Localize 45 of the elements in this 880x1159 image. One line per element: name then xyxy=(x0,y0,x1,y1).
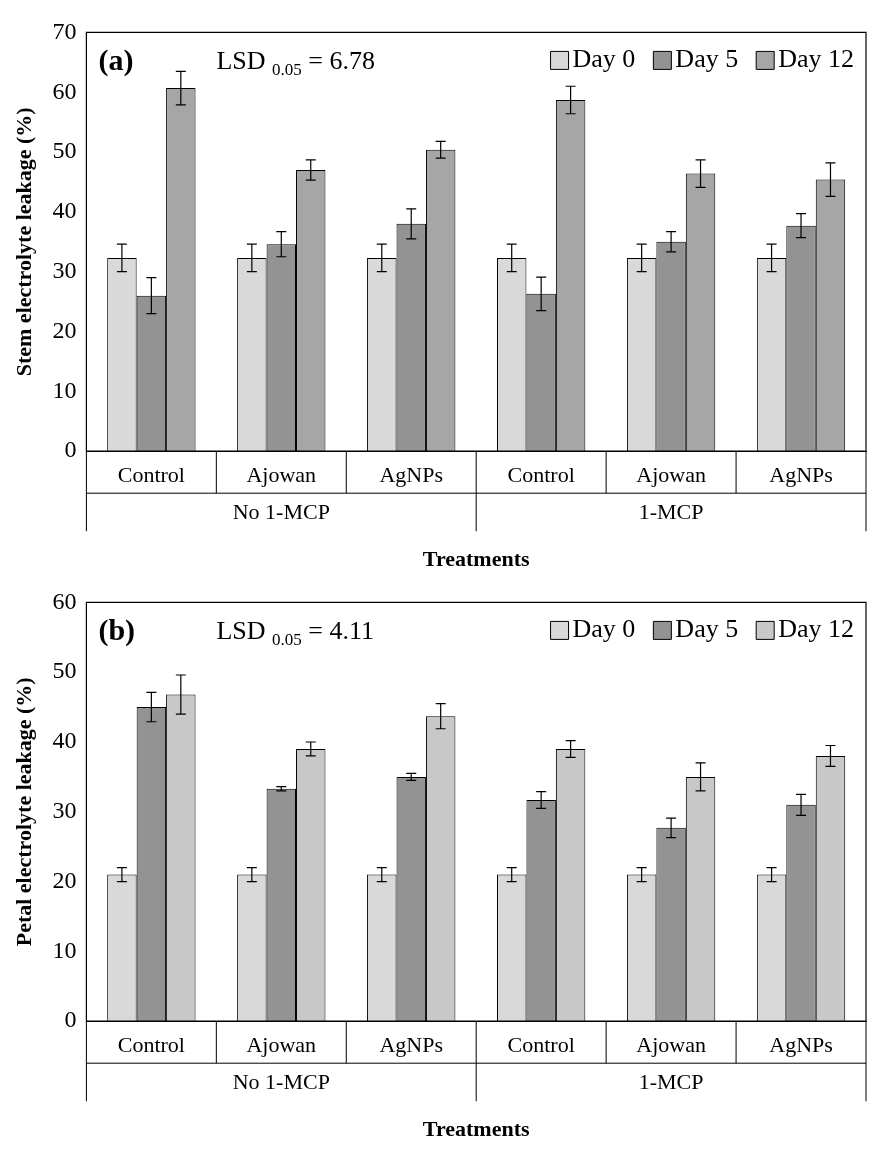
y-tick-label: 40 xyxy=(52,197,77,224)
y-tick-label: 50 xyxy=(52,137,77,164)
legend-label: Day 12 xyxy=(778,44,855,74)
x-tick-label: Control xyxy=(117,462,185,488)
annotation: LSD 0.05 = 6.78 xyxy=(216,46,375,79)
text: No 1-MCP xyxy=(232,1068,330,1094)
x-tick-label: Ajowan xyxy=(246,462,317,488)
legend-label: Day 5 xyxy=(675,614,739,644)
y-tick-label: 20 xyxy=(52,316,77,343)
text: 1-MCP xyxy=(638,1068,704,1094)
legend-label: Day 0 xyxy=(572,614,636,644)
x-tick-label: AgNPs xyxy=(379,1032,444,1058)
y-tick-label: 0 xyxy=(64,1006,77,1033)
x-tick-label: Ajowan xyxy=(246,1032,317,1058)
x-tick-label: Ajowan xyxy=(636,462,706,488)
legend-label: Day 0 xyxy=(572,44,636,74)
x-tick-label: AgNPs xyxy=(769,462,833,488)
x-tick-label: Control xyxy=(507,1032,575,1058)
text: 1-MCP xyxy=(638,498,704,524)
y-tick-label: 30 xyxy=(52,797,77,824)
y-tick-label: 40 xyxy=(52,727,77,754)
x-axis-title: Treatments xyxy=(422,1116,530,1142)
x-tick-label: Control xyxy=(117,1032,185,1058)
y-axis-title: Stem electrolyte leakage (%) xyxy=(10,107,36,377)
x-tick-label: AgNPs xyxy=(379,462,444,488)
legend-label: Day 12 xyxy=(778,614,855,644)
y-tick-label: 10 xyxy=(52,376,77,403)
x-tick-label: Control xyxy=(507,462,575,488)
x-tick-label: Ajowan xyxy=(636,1032,706,1058)
y-tick-label: 60 xyxy=(52,77,77,104)
y-tick-label: 20 xyxy=(52,866,77,893)
y-tick-label: 30 xyxy=(52,257,77,284)
y-tick-label: 10 xyxy=(52,936,77,963)
chart-title: (b) xyxy=(98,613,136,648)
annotation: LSD 0.05 = 4.11 xyxy=(216,616,374,649)
legend-label: Day 5 xyxy=(675,44,739,74)
y-axis-title: Petal electrolyte leakage (%) xyxy=(10,677,36,947)
x-axis-title: Treatments xyxy=(422,546,530,572)
y-tick-label: 60 xyxy=(52,587,77,614)
y-tick-label: 70 xyxy=(52,17,77,44)
text: No 1-MCP xyxy=(232,498,330,524)
chart-title: (a) xyxy=(98,43,134,78)
y-tick-label: 0 xyxy=(64,436,77,463)
y-tick-label: 50 xyxy=(52,657,77,684)
x-tick-label: AgNPs xyxy=(769,1032,833,1058)
